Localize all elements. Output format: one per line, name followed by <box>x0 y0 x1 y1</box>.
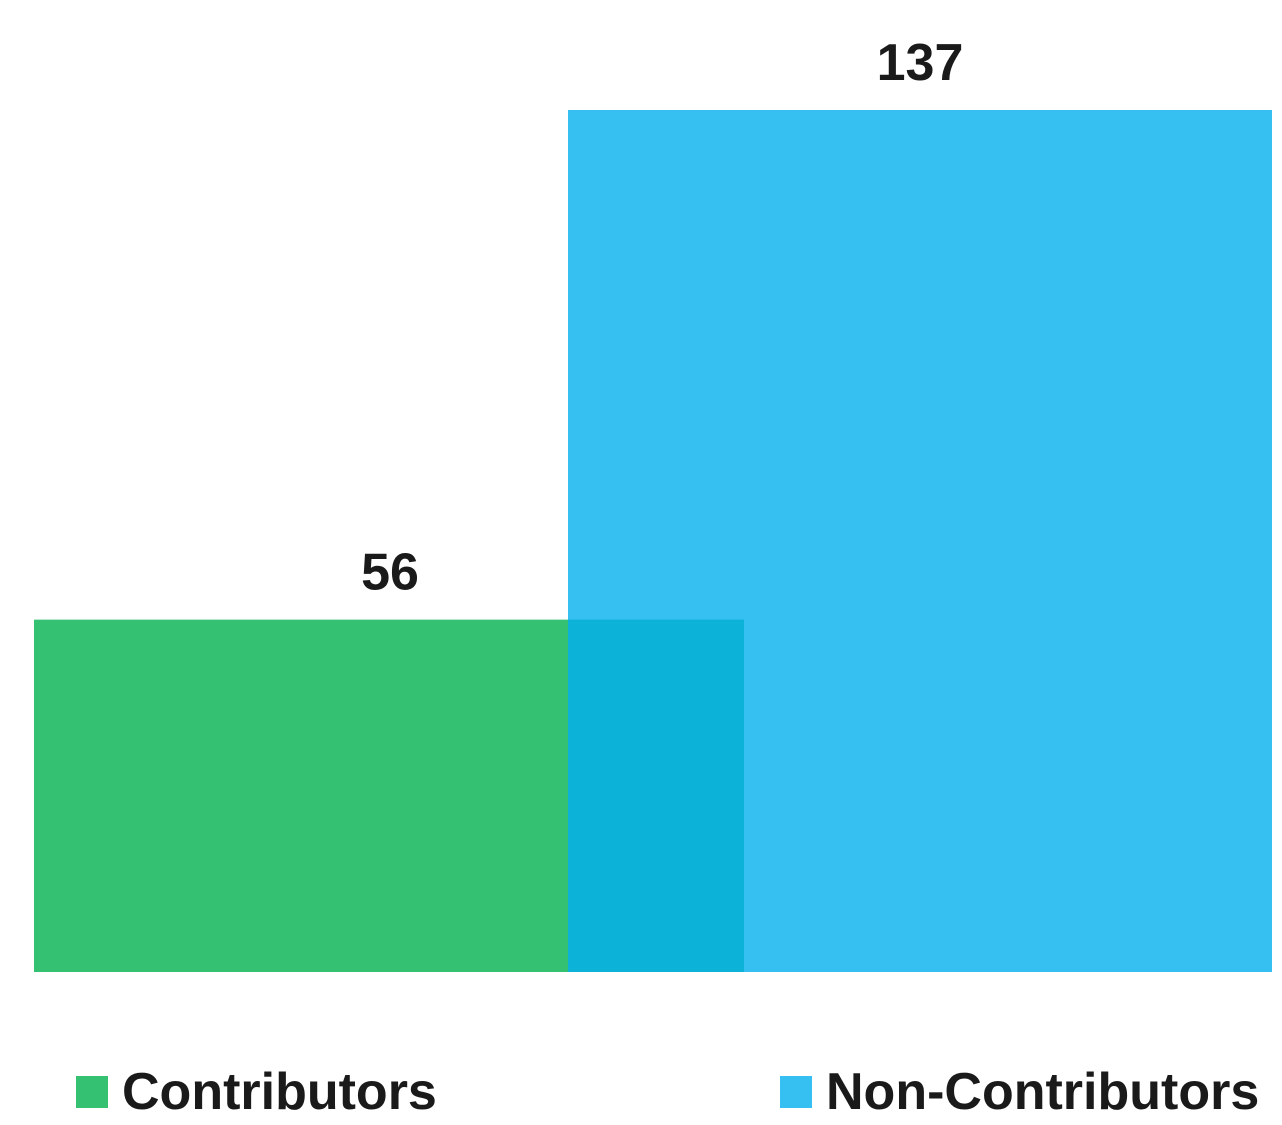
legend-label-contributors: Contributors <box>122 1063 437 1121</box>
legend-item-contributors: Contributors <box>76 1062 437 1122</box>
legend-swatch-non-contributors <box>780 1076 812 1108</box>
bar-overlap <box>568 619 744 972</box>
legend-swatch-contributors <box>76 1076 108 1108</box>
legend-label-non-contributors: Non-Contributors <box>826 1063 1260 1121</box>
data-label-contributors: 56 <box>361 544 419 602</box>
legend-item-non-contributors: Non-Contributors <box>780 1062 1259 1122</box>
data-label-non-contributors: 137 <box>877 34 964 92</box>
bar-chart: 56 137 <box>34 34 1272 972</box>
